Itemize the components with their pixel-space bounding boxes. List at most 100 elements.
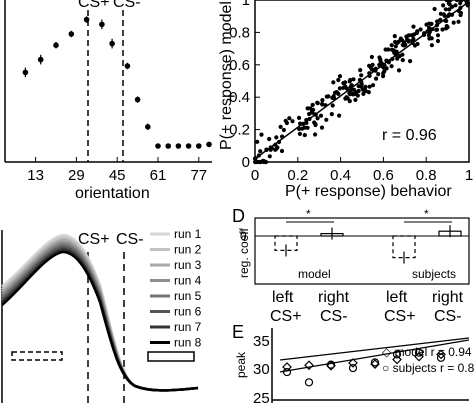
e-model-point-4 (370, 359, 380, 369)
tl-point-3 (68, 31, 75, 37)
tr-point (424, 22, 429, 27)
tr-point (459, 0, 464, 3)
d-bars (274, 225, 462, 264)
tr-point (356, 88, 361, 94)
tr-point (374, 76, 379, 81)
tr-point (351, 77, 356, 82)
bl-legend-label-3: run 3 (174, 258, 202, 272)
bl-curve-2 (1, 236, 199, 392)
tr-point (392, 34, 397, 39)
tr-ytick-label-3: 0.6 (229, 57, 250, 74)
tr-ytick-label-4: 0.8 (229, 24, 250, 41)
bl-curve-5 (1, 243, 199, 392)
tl-point-4 (83, 16, 90, 23)
tr-point (454, 0, 459, 3)
tr-fit-line (254, 1, 470, 160)
tr-point (313, 132, 318, 137)
bl-legend-label-4: run 4 (174, 274, 202, 288)
tr-point (330, 103, 335, 108)
e-subject-point-3 (348, 363, 358, 373)
tl-point-2 (53, 42, 59, 48)
tl-point-1 (37, 56, 44, 63)
tr-point (337, 86, 342, 91)
tr-point (310, 110, 315, 115)
bl-legend-label-2: run 2 (174, 243, 202, 257)
tr-point (290, 119, 295, 124)
tr-point (347, 79, 352, 84)
e-subject-point-0 (282, 367, 292, 377)
e-legend-model: ◇ model r = 0.94 (382, 345, 472, 359)
tr-point (429, 43, 434, 48)
tr-point (320, 98, 325, 103)
tl-points (22, 16, 212, 149)
tr-point (412, 43, 418, 48)
tr-point (401, 40, 407, 45)
panel-d: D reg. coeff 0 * * model subjects left C… (232, 206, 470, 325)
tr-point (386, 47, 391, 52)
bl-legend-label-8: run 8 (174, 336, 202, 350)
tr-point (315, 100, 320, 105)
panel-e: E peak 35 30 25 ◇ model r = 0.94 ○ subje… (232, 322, 474, 403)
tr-point (363, 84, 368, 89)
d-y-tick-0: 0 (240, 229, 247, 243)
e-legend-model-text: model r = 0.94 (395, 345, 472, 359)
panel-top-left: CS+ CS- 13 29 45 61 77 orientation (4, 0, 212, 202)
tr-x-label: P(+ response) behavior (285, 183, 452, 200)
tl-point-12 (175, 143, 182, 149)
d-cat-csminus-1: CS- (320, 308, 348, 325)
e-y-label: peak (234, 351, 248, 378)
tr-point (275, 145, 280, 150)
tl-xtick-label-1: 29 (68, 167, 85, 184)
tr-point (336, 77, 341, 83)
tr-point (409, 33, 414, 38)
tr-point (398, 36, 403, 41)
tr-xtick-label-5: 1 (465, 167, 473, 184)
bl-cs-plus-label: CS+ (78, 231, 110, 248)
tr-point (377, 55, 382, 60)
panel-e-letter: E (232, 322, 244, 342)
tr-point (281, 127, 286, 133)
tr-point (389, 43, 394, 48)
tr-point (343, 84, 348, 89)
d-group-label-model: model (298, 267, 331, 281)
tr-point (370, 62, 375, 67)
d-cat-left-1: left (272, 289, 294, 306)
tr-point (441, 3, 446, 8)
tl-point-6 (109, 40, 115, 47)
e-subject-point-7 (436, 353, 446, 362)
tr-point (429, 21, 434, 27)
tr-point (434, 27, 440, 32)
tr-point (384, 66, 389, 71)
bl-cs-minus-label: CS- (116, 231, 144, 248)
tl-point-15 (206, 141, 212, 148)
tr-point (432, 6, 437, 12)
tr-point (297, 131, 302, 136)
d-plot-frame (254, 217, 470, 285)
d-cat-csplus-2: CS+ (384, 308, 416, 325)
tr-point (315, 116, 320, 121)
tr-point (334, 90, 339, 95)
tr-point (441, 12, 446, 17)
tr-point (367, 63, 372, 68)
tl-xtick-label-0: 13 (27, 167, 44, 184)
tr-point (406, 39, 411, 44)
tr-annotation: r = 0.96 (382, 127, 437, 144)
e-model-point-3 (348, 358, 358, 368)
tr-point (337, 74, 343, 79)
bl-solid-box (147, 351, 195, 362)
tl-point-13 (185, 143, 192, 149)
e-subject-point-1 (304, 378, 314, 387)
e-model-point-7 (436, 349, 446, 360)
tr-point (376, 72, 381, 77)
bl-legend-label-1: run 1 (174, 227, 202, 241)
tr-point (414, 30, 419, 36)
tr-point (347, 91, 352, 96)
e-y-tick-30: 30 (253, 361, 270, 378)
tr-point (447, 7, 452, 12)
tl-point-8 (134, 96, 141, 103)
e-subject-point-5 (392, 350, 402, 359)
tr-point (263, 159, 268, 165)
tr-point (279, 148, 285, 154)
